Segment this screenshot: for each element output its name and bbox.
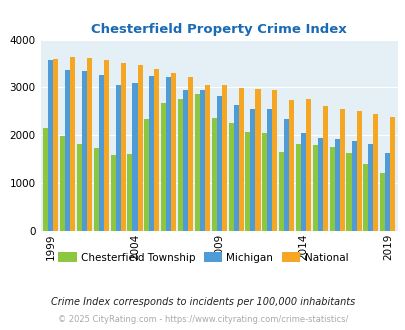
Bar bbox=[312, 145, 317, 231]
Bar bbox=[339, 109, 344, 231]
Bar bbox=[104, 60, 109, 231]
Bar bbox=[288, 100, 294, 231]
Title: Chesterfield Property Crime Index: Chesterfield Property Crime Index bbox=[91, 23, 346, 36]
Bar bbox=[373, 114, 377, 231]
Bar bbox=[166, 77, 171, 231]
Bar bbox=[228, 123, 233, 231]
Bar bbox=[334, 139, 339, 231]
Bar bbox=[132, 83, 137, 231]
Bar bbox=[272, 90, 277, 231]
Bar bbox=[110, 155, 115, 231]
Bar bbox=[300, 133, 305, 231]
Bar bbox=[305, 99, 310, 231]
Bar bbox=[250, 109, 255, 231]
Bar bbox=[384, 152, 389, 231]
Bar bbox=[362, 164, 367, 231]
Bar bbox=[188, 77, 193, 231]
Bar bbox=[127, 154, 132, 231]
Bar bbox=[194, 94, 199, 231]
Bar bbox=[94, 148, 98, 231]
Bar bbox=[65, 70, 70, 231]
Bar bbox=[177, 99, 183, 231]
Bar bbox=[120, 63, 126, 231]
Bar bbox=[60, 136, 65, 231]
Bar bbox=[245, 132, 250, 231]
Bar bbox=[53, 59, 58, 231]
Bar bbox=[171, 73, 176, 231]
Bar bbox=[199, 90, 205, 231]
Text: © 2025 CityRating.com - https://www.cityrating.com/crime-statistics/: © 2025 CityRating.com - https://www.city… bbox=[58, 315, 347, 324]
Bar bbox=[367, 145, 373, 231]
Bar bbox=[262, 133, 266, 231]
Bar bbox=[266, 109, 272, 231]
Bar bbox=[356, 112, 361, 231]
Bar bbox=[149, 77, 154, 231]
Bar bbox=[161, 103, 166, 231]
Bar bbox=[221, 85, 226, 231]
Bar bbox=[284, 118, 288, 231]
Bar bbox=[329, 147, 334, 231]
Text: Crime Index corresponds to incidents per 100,000 inhabitants: Crime Index corresponds to incidents per… bbox=[51, 297, 354, 307]
Bar bbox=[48, 60, 53, 231]
Bar bbox=[379, 173, 384, 231]
Bar bbox=[322, 106, 327, 231]
Bar bbox=[345, 153, 351, 231]
Bar bbox=[87, 58, 92, 231]
Bar bbox=[351, 141, 356, 231]
Bar bbox=[255, 89, 260, 231]
Bar bbox=[98, 75, 104, 231]
Bar bbox=[43, 128, 48, 231]
Bar bbox=[216, 96, 221, 231]
Bar bbox=[295, 144, 300, 231]
Bar bbox=[77, 144, 82, 231]
Bar bbox=[211, 117, 216, 231]
Legend: Chesterfield Township, Michigan, National: Chesterfield Township, Michigan, Nationa… bbox=[53, 248, 352, 267]
Bar bbox=[115, 84, 120, 231]
Bar bbox=[278, 152, 284, 231]
Bar bbox=[144, 118, 149, 231]
Bar bbox=[233, 105, 238, 231]
Bar bbox=[70, 57, 75, 231]
Bar bbox=[317, 138, 322, 231]
Bar bbox=[238, 88, 243, 231]
Bar bbox=[154, 69, 159, 231]
Bar bbox=[137, 65, 142, 231]
Bar bbox=[389, 116, 394, 231]
Bar bbox=[82, 71, 87, 231]
Bar bbox=[183, 90, 188, 231]
Bar bbox=[205, 84, 209, 231]
